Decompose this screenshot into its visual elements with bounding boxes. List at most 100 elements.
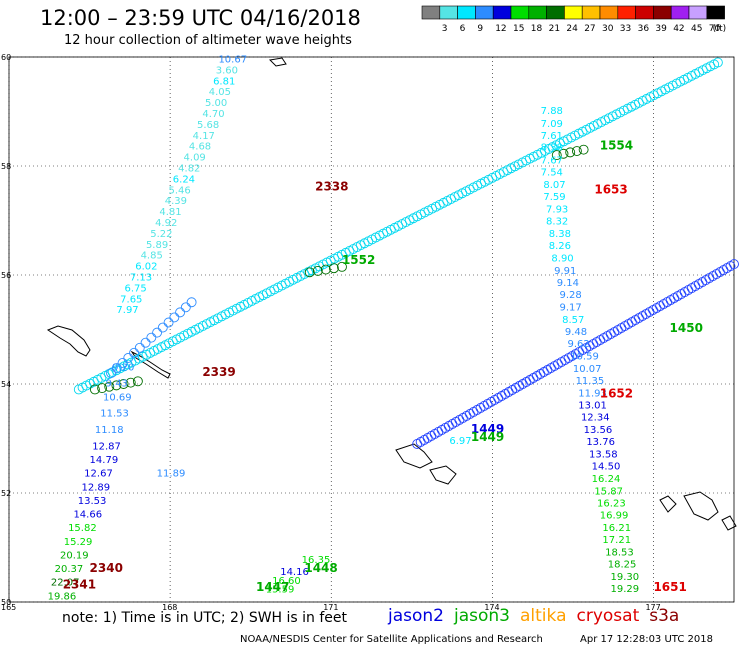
x-tick-label: 177 <box>645 603 660 612</box>
wave-height-value: 15.87 <box>594 487 623 498</box>
track-sample-mark <box>146 332 157 343</box>
axis-tick-labels: 165 168 171 174 177 50 52 54 56 58 60 <box>1 53 661 612</box>
wave-height-value: 6.02 <box>135 262 157 273</box>
wave-height-value: 8.57 <box>562 315 584 326</box>
track-sample-mark <box>690 281 701 292</box>
colorbar-unit: (ft) <box>713 24 727 34</box>
wave-height-value: 7.88 <box>541 106 563 117</box>
legend-jason2: jason2 <box>388 606 444 626</box>
wave-height-value: 16.24 <box>592 474 621 485</box>
track-sample-mark <box>429 429 440 439</box>
pass-number-label: 2338 <box>315 180 348 194</box>
legend-altika: altika <box>520 606 567 626</box>
colorbar-tick-label: 27 <box>584 24 595 34</box>
wave-height-value: 5.22 <box>150 229 172 240</box>
wave-height-value: 4.70 <box>202 109 224 120</box>
island-outline <box>395 443 433 469</box>
wave-height-value: 4.05 <box>209 87 231 98</box>
colorbar-swatch <box>599 5 619 20</box>
pass-number-label: 1554 <box>600 139 633 153</box>
track-sample-mark <box>422 433 433 443</box>
colorbar-tick-label: 9 <box>477 24 483 34</box>
wave-height-value: 20.19 <box>60 550 89 561</box>
track-sample-mark <box>123 352 134 363</box>
satellite-tracks <box>73 57 739 449</box>
track-sample-mark <box>722 263 732 274</box>
track-sample-mark <box>707 271 718 282</box>
track-sample-mark <box>524 375 535 385</box>
wave-height-value: 12.89 <box>82 482 111 493</box>
track-sample-mark <box>337 261 347 272</box>
track-sample-mark <box>320 264 331 275</box>
track-sample-mark <box>97 383 108 394</box>
wave-height-value: 7.65 <box>120 294 142 305</box>
island-outline <box>46 325 91 357</box>
track-sample-mark <box>669 293 680 304</box>
wave-height-value: 18.25 <box>608 560 637 571</box>
wave-height-value: 4.68 <box>189 142 211 153</box>
track-sample-mark <box>163 317 174 328</box>
wave-height-value: 22.07 <box>51 578 80 589</box>
track-sample-mark <box>718 265 729 276</box>
colorbar-tick-label: 21 <box>549 24 560 34</box>
colorbar-tick-label: 70 <box>709 24 721 34</box>
track-sample-mark <box>700 275 711 286</box>
wave-height-value: 7.97 <box>116 305 138 316</box>
track-sample-mark <box>475 403 486 413</box>
track-sample-mark <box>598 333 609 343</box>
pass-number-label: 1651 <box>653 580 686 594</box>
y-tick-label: 54 <box>1 380 11 389</box>
track-sample-mark <box>510 383 521 393</box>
pass-number-label: 2341 <box>63 577 96 591</box>
wave-height-value: 10.07 <box>573 364 602 375</box>
wave-height-value: 7.61 <box>541 131 563 142</box>
island-outline <box>429 465 457 485</box>
track-sample-mark <box>489 395 500 405</box>
grid-lines <box>8 56 735 603</box>
track-sample-mark <box>651 303 662 314</box>
track-sample-mark <box>454 415 465 425</box>
legend-jason3: jason3 <box>454 606 510 626</box>
island-outline <box>721 515 737 531</box>
y-tick-label: 56 <box>1 271 11 280</box>
colorbar-swatch <box>670 5 690 20</box>
wave-height-value: 13.56 <box>584 425 613 436</box>
track-sample-mark <box>482 399 493 409</box>
wave-height-value: 7.59 <box>543 192 565 203</box>
wave-height-value: 15.59 <box>266 585 295 596</box>
track-sample-mark <box>186 297 197 308</box>
wave-height-value: 15.29 <box>64 537 93 548</box>
colorbar-swatch <box>510 5 530 20</box>
footer-note: note: 1) Time is in UTC; 2) SWH is in fe… <box>62 610 348 626</box>
track-sample-mark <box>443 421 454 431</box>
wave-height-value: 13.53 <box>78 496 107 507</box>
track-sample-mark <box>104 381 115 392</box>
track-sample-mark <box>433 427 444 437</box>
pass-number-label: 2339 <box>202 365 235 379</box>
track-sample-mark <box>676 289 687 300</box>
colorbar-tick-label: 36 <box>638 24 650 34</box>
track-sample-mark <box>591 337 602 347</box>
wave-height-value: 6.97 <box>449 436 471 447</box>
track-sample-mark <box>626 317 637 328</box>
wave-height-value: 5.68 <box>197 120 219 131</box>
colorbar-swatch <box>492 5 512 20</box>
track-sample-mark <box>118 379 129 389</box>
track-sample-mark <box>565 147 576 158</box>
wave-height-value: 7.93 <box>546 204 568 215</box>
wave-height-values: 10.673.606.814.055.004.705.684.174.684.0… <box>48 54 639 602</box>
track-sample-mark <box>125 377 136 388</box>
track-sample-mark <box>633 313 644 324</box>
wave-height-value: 5.89 <box>146 240 168 251</box>
colorbar-tick-label: 6 <box>460 24 466 34</box>
y-tick-label: 50 <box>1 598 11 607</box>
track-sample-mark <box>468 407 479 417</box>
wave-height-value: 16.60 <box>272 576 301 587</box>
wave-height-value: 9.17 <box>559 302 581 313</box>
track-sample-mark <box>641 309 651 320</box>
wave-height-value: 19.29 <box>610 584 639 595</box>
wave-height-value: 11.93 <box>578 389 607 400</box>
track-sample-mark <box>662 297 673 308</box>
